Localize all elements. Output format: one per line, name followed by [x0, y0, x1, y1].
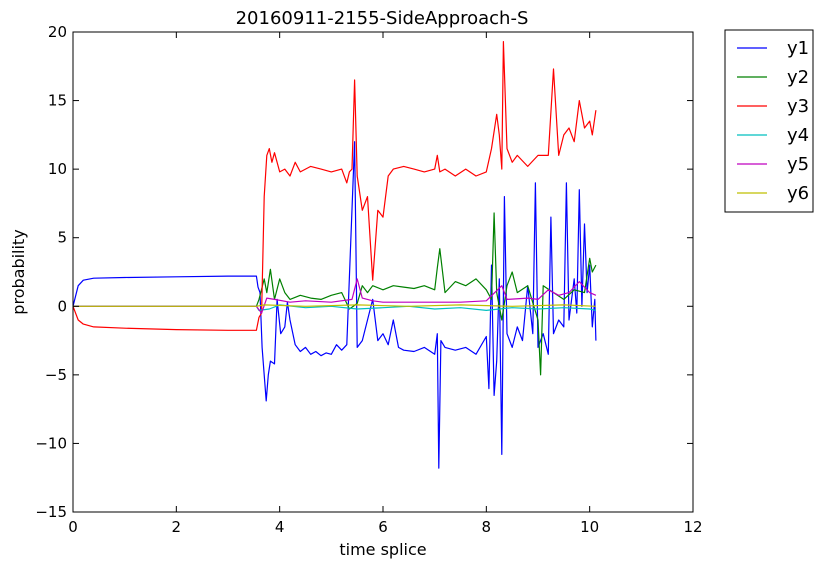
y-tick-label: −5: [45, 366, 67, 384]
chart-title: 20160911-2155-SideApproach-S: [236, 8, 529, 29]
x-tick-label: 2: [172, 518, 182, 536]
legend-label-y4: y4: [787, 125, 809, 146]
y-tick-label: 15: [48, 92, 67, 110]
series-layer: [73, 41, 597, 469]
x-tick-label: 0: [68, 518, 78, 536]
x-tick-label: 10: [580, 518, 599, 536]
plot-frame: [72, 31, 694, 513]
x-tick-label: 8: [482, 518, 492, 536]
y-tick-label: −10: [35, 434, 67, 452]
series-line-y6: [73, 304, 596, 307]
x-tick-label: 12: [683, 518, 702, 536]
series-line-y2: [73, 212, 597, 376]
y-tick-label: 0: [57, 297, 67, 315]
x-axis-label: time splice: [339, 540, 426, 559]
legend-label-y1: y1: [787, 38, 809, 59]
y-tick-label: −15: [35, 503, 67, 521]
y-tick-label: 5: [57, 229, 67, 247]
y-tick-label: 10: [48, 160, 67, 178]
x-tick-label: 4: [275, 518, 285, 536]
series-line-y5: [73, 278, 597, 314]
series-line-y1: [73, 141, 597, 469]
x-tick-label: 6: [378, 518, 388, 536]
ticks-layer: 0 2 4 6 8 10 12 −15 −10 −5 0 5 10 15 20: [35, 23, 702, 536]
series-line-y3: [73, 41, 597, 331]
y-tick-label: 20: [48, 23, 67, 41]
y-axis-label: probability: [9, 229, 28, 314]
legend-label-y2: y2: [787, 67, 809, 88]
legend: y1 y2 y3 y4 y5 y6: [724, 29, 814, 213]
legend-label-y6: y6: [787, 183, 809, 204]
legend-box: [724, 29, 814, 213]
legend-label-y5: y5: [787, 154, 809, 175]
legend-label-y3: y3: [787, 96, 809, 117]
series-line-y4: [73, 304, 597, 311]
